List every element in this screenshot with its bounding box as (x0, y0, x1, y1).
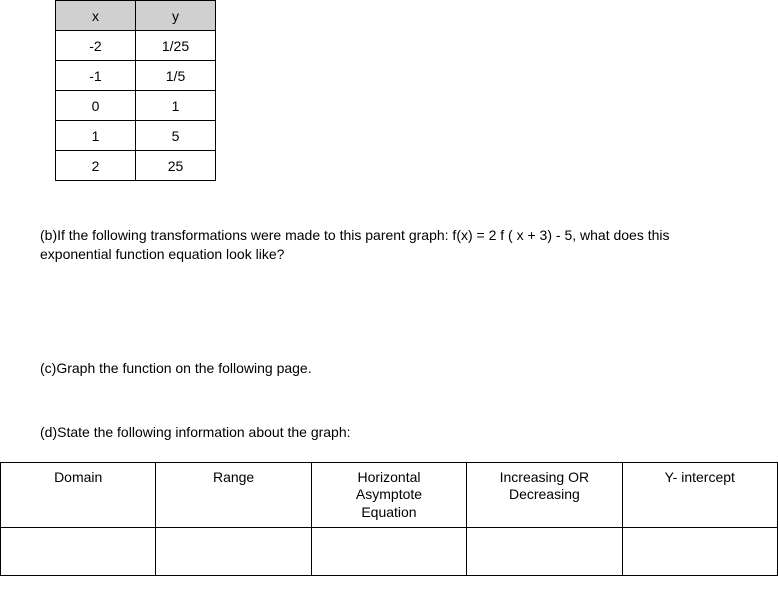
info-row (1, 528, 778, 576)
info-header-incdec: Increasing ORDecreasing (467, 462, 622, 528)
info-table: Domain Range HorizontalAsymptoteEquation… (0, 462, 778, 577)
cell-y: 5 (136, 121, 216, 151)
question-d: (d)State the following information about… (40, 423, 738, 442)
info-header-domain: Domain (1, 462, 156, 528)
cell-y: 1/25 (136, 31, 216, 61)
table-row: -1 1/5 (56, 61, 216, 91)
cell-x: 1 (56, 121, 136, 151)
cell-x: -1 (56, 61, 136, 91)
table-row: 0 1 (56, 91, 216, 121)
cell-y: 25 (136, 151, 216, 181)
info-cell-incdec (467, 528, 622, 576)
question-c: (c)Graph the function on the following p… (40, 359, 738, 378)
info-cell-ha (311, 528, 466, 576)
cell-x: 0 (56, 91, 136, 121)
info-header-ha: HorizontalAsymptoteEquation (311, 462, 466, 528)
info-cell-domain (1, 528, 156, 576)
table-row: 2 25 (56, 151, 216, 181)
xy-table: x y -2 1/25 -1 1/5 0 1 1 5 2 25 (55, 0, 216, 181)
xy-header-y: y (136, 1, 216, 31)
cell-y: 1 (136, 91, 216, 121)
table-row: -2 1/25 (56, 31, 216, 61)
info-header-range: Range (156, 462, 311, 528)
info-header-ha-text: HorizontalAsymptoteEquation (356, 469, 422, 520)
info-cell-yint (622, 528, 777, 576)
info-header-incdec-text: Increasing ORDecreasing (500, 469, 589, 503)
info-cell-range (156, 528, 311, 576)
table-row: 1 5 (56, 121, 216, 151)
question-b: (b)If the following transformations were… (40, 226, 738, 264)
info-header-yint: Y- intercept (622, 462, 777, 528)
cell-y: 1/5 (136, 61, 216, 91)
cell-x: 2 (56, 151, 136, 181)
cell-x: -2 (56, 31, 136, 61)
xy-header-x: x (56, 1, 136, 31)
